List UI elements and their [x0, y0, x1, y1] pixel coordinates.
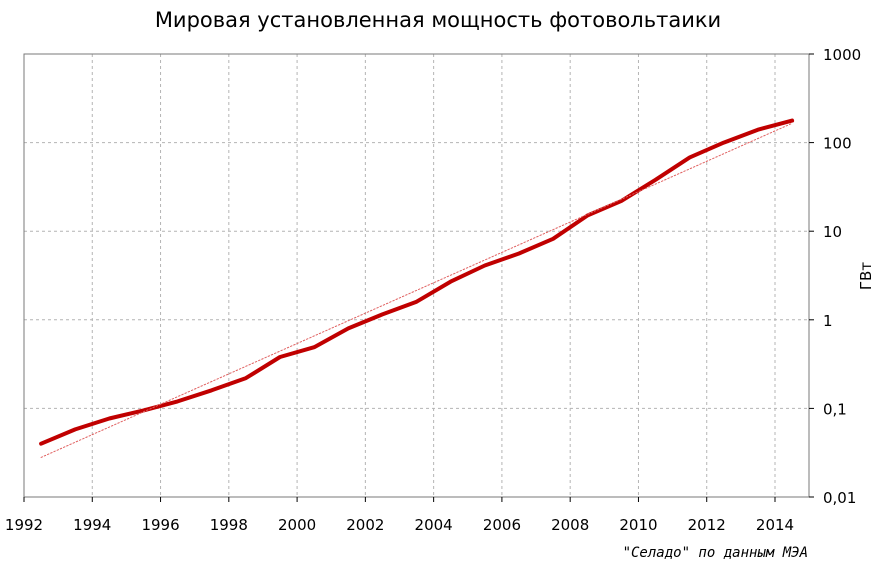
y-axis: 0,01 0,1 1 10 100 1000: [809, 46, 861, 507]
y-tick-label: 100: [823, 135, 852, 153]
x-tick-label: 2010: [619, 516, 657, 534]
chart-title: Мировая установленная мощность фотовольт…: [155, 8, 721, 32]
capacity-series-line: [39, 118, 795, 446]
x-tick-label: 2004: [415, 516, 453, 534]
y-axis-label: ГВт: [857, 262, 875, 290]
y-tick-label: 10: [823, 223, 842, 241]
x-tick-label: 1996: [141, 516, 179, 534]
grid-layer: [24, 54, 809, 497]
y-tick-label: 0,01: [823, 489, 856, 507]
x-axis: 1992 1994 1996 1998 2000 2002 2004 2006 2008 2010…: [5, 497, 794, 534]
plot-frame: [23, 53, 810, 498]
y-tick-label: 1000: [823, 46, 861, 64]
x-tick-label: 1998: [210, 516, 248, 534]
y-tick-label: 1: [823, 312, 833, 330]
series-layer: [39, 118, 795, 458]
trend-line: [40, 122, 793, 458]
x-tick-label: 2014: [756, 516, 794, 534]
x-tick-label: 1994: [73, 516, 111, 534]
x-tick-label: 2002: [346, 516, 384, 534]
x-tick-label: 2000: [278, 516, 316, 534]
x-tick-label: 2008: [551, 516, 589, 534]
x-tick-label: 2012: [688, 516, 726, 534]
y-tick-label: 0,1: [823, 400, 847, 418]
x-tick-label: 2006: [483, 516, 521, 534]
x-tick-label: 1992: [5, 516, 43, 534]
source-note: "Селадо" по данным МЭА: [623, 545, 808, 561]
